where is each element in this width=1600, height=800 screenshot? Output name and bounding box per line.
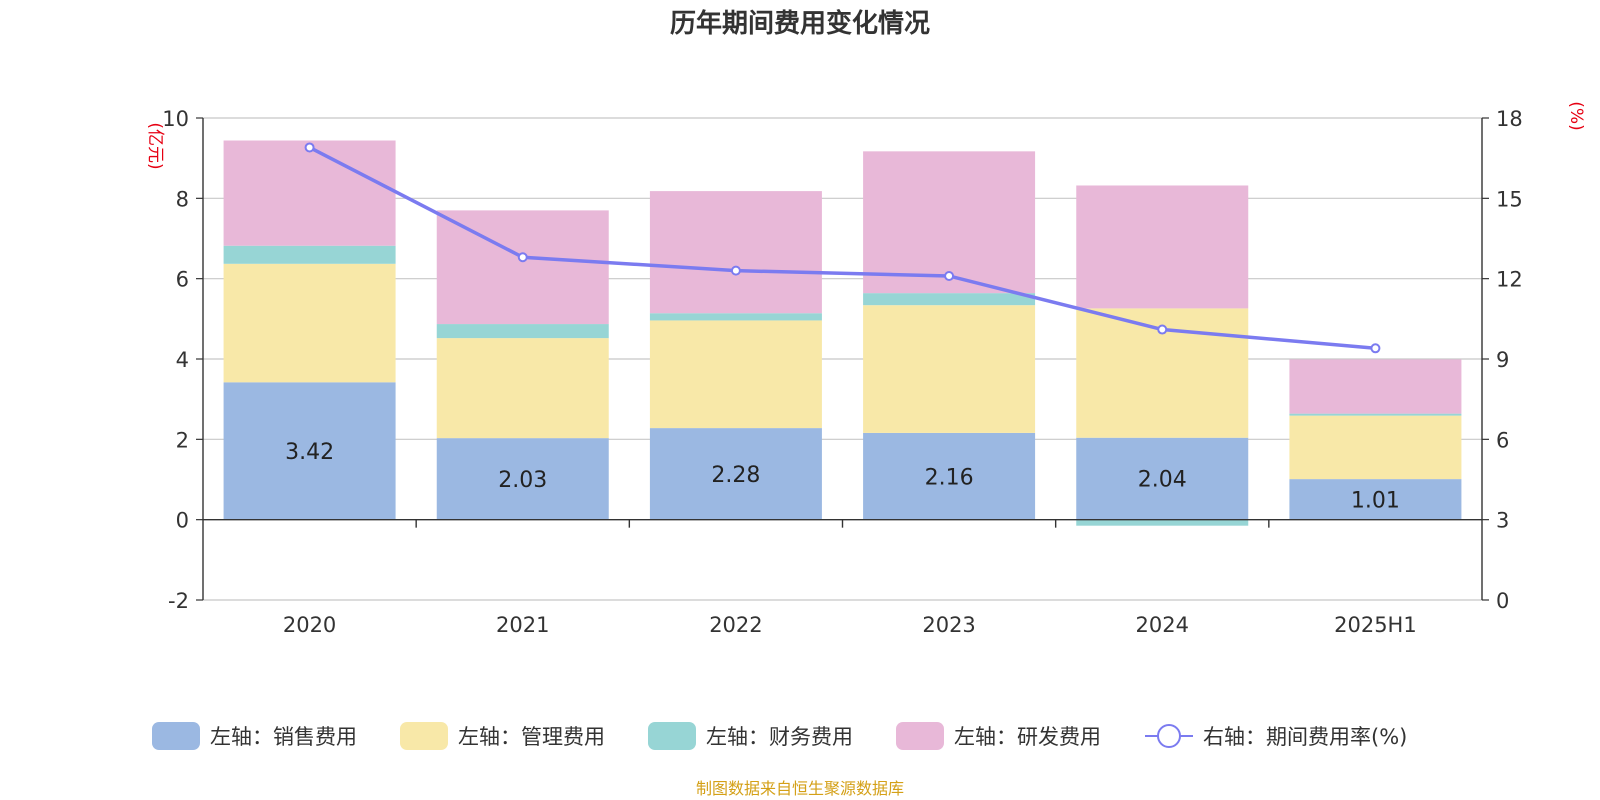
bar-segment-3-2025H1 [1289,413,1462,416]
x-axis-tick-label: 2023 [922,613,975,637]
bar-segment-1-2024 [1076,437,1249,520]
bar-segment-3-2024 [1076,519,1249,526]
x-axis-tick-label: 2022 [709,613,762,637]
bar-segment-1-2025H1 [1289,479,1462,520]
legend-swatch-3 [648,722,696,750]
bar-segment-2-2025H1 [1289,415,1462,480]
bar-segment-3-2020 [223,245,396,264]
grid-lines [203,117,1482,601]
x-axis-tick-label: 2025H1 [1334,613,1417,637]
bar-segment-1-2020 [223,382,396,520]
axes: 10 8 6 4 2 0 -2 18 15 12 9 6 3 0 2020 2021 2022 2023 2024 2… [162,107,1522,637]
legend-label-5: 右轴：期间费用率(%) [1203,725,1407,749]
bar-segment-3-2023 [863,293,1036,306]
rate-line [308,145,1376,351]
bar-segment-4-2022 [649,191,822,314]
x-axis-tick-label: 2020 [283,613,336,637]
data-label: 2.28 [711,463,760,488]
left-axis-tick-label: -2 [168,589,189,613]
bar-segment-3-2021 [436,324,609,339]
rate-point-2021 [517,252,528,263]
data-labels: 3.42 2.03 2.28 2.16 2.04 1.01 [285,440,1400,513]
bar-series [223,140,1462,526]
left-axis-tick-label: 6 [176,268,189,292]
data-label: 2.04 [1138,468,1187,493]
right-axis-tick-label: 12 [1496,268,1523,292]
left-axis-tick-label: 10 [162,107,189,131]
rate-point-2024 [1157,324,1168,335]
legend-swatch-2 [400,722,448,750]
right-axis-tick-label: 3 [1496,509,1509,533]
bar-segment-1-2023 [863,432,1036,520]
right-axis-tick-label: 18 [1496,107,1523,131]
bar-segment-2-2023 [863,305,1036,433]
legend-label-3: 左轴：财务费用 [706,725,853,749]
rate-point-2022 [730,265,741,276]
rate-point-2025H1 [1370,343,1381,354]
source-note: 制图数据来自恒生聚源数据库 [696,779,904,798]
legend-label-4: 左轴：研发费用 [954,725,1101,749]
data-label: 3.42 [285,440,334,465]
data-label: 2.03 [498,468,547,493]
left-axis-tick-label: 8 [176,187,189,211]
bar-segment-1-2021 [436,438,609,520]
right-axis-unit-label: (%) [1566,101,1586,130]
legend-marker-icon [1157,724,1181,748]
bar-segment-4-2023 [863,151,1036,294]
left-axis-unit-label: (亿元) [145,122,165,169]
bar-segment-2-2020 [223,263,396,383]
rate-point-2023 [944,270,955,281]
bar-segment-4-2025H1 [1289,359,1462,414]
left-axis-tick-label: 0 [176,509,189,533]
right-axis-tick-label: 6 [1496,428,1509,452]
x-axis-tick-label: 2021 [496,613,549,637]
legend-label-1: 左轴：销售费用 [210,725,357,749]
bar-segment-2-2021 [436,338,609,439]
data-label: 2.16 [925,465,974,490]
bar-segment-3-2022 [649,313,822,321]
chart-title: 历年期间费用变化情况 [670,8,930,39]
bar-segment-4-2020 [223,140,396,246]
x-axis-tick-label: 2024 [1136,613,1189,637]
rate-point-2020 [304,142,315,153]
left-axis-tick-label: 4 [176,348,189,372]
bar-segment-4-2024 [1076,185,1249,309]
legend-swatch-4 [896,722,944,750]
left-axis-tick-label: 2 [176,428,189,452]
legend: 左轴：销售费用 左轴：管理费用 左轴：财务费用 左轴：研发费用 右轴：期间费用率(%) [152,722,1407,750]
bar-segment-1-2022 [649,428,822,520]
legend-swatch-1 [152,722,200,750]
right-axis-tick-label: 15 [1496,187,1523,211]
right-axis-tick-label: 9 [1496,348,1509,372]
legend-label-2: 左轴：管理费用 [458,725,605,749]
right-axis-tick-label: 0 [1496,589,1509,613]
rate-line-series [304,142,1381,354]
data-label: 1.01 [1351,488,1400,513]
bar-segment-2-2022 [649,320,822,429]
